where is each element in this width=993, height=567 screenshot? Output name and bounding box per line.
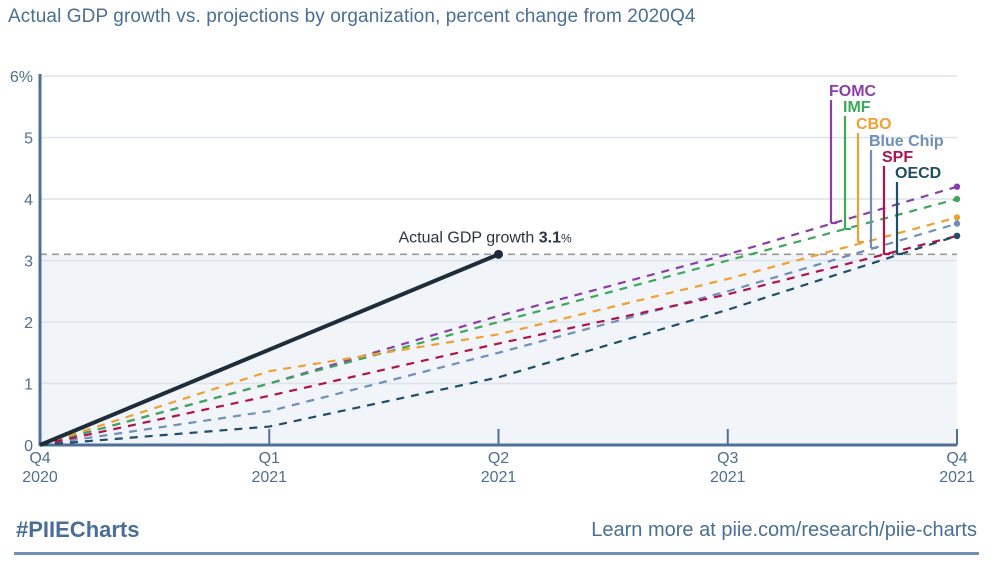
x-tick-label-quarter: Q2 [488,450,509,467]
y-tick-label: 3 [24,254,33,271]
series-line-cbo [39,216,958,447]
legend-label-imf: IMF [843,99,871,116]
chart-title: Actual GDP growth vs. projections by org… [8,6,696,27]
y-tick-label: 6% [10,69,33,86]
x-tick-label-quarter: Q1 [259,450,280,467]
actual-gdp-endpoint [494,249,503,259]
series-line-oecd [39,234,958,447]
series-line-blue-chip [39,222,958,447]
actual-gdp-annotation: Actual GDP growth 3.1% [399,229,572,246]
y-tick-label: 1 [24,377,33,394]
x-tick-label-quarter: Q4 [29,450,50,467]
y-tick-label: 5 [24,131,33,148]
legend-label-oecd: OECD [895,165,941,182]
x-tick-label-year: 2021 [251,469,287,486]
chart: 0 1 2 3 4 5 6% Q4 2020 Q1 2021 Q2 2021 Q3 2021 Q4 2021 A… [10,69,975,486]
series-endpoint-fomc [953,183,961,190]
footer-link[interactable]: Learn more at piie.com/research/piie-cha… [591,519,977,541]
y-tick-label: 0 [24,438,33,455]
annotation-label: Actual GDP growth [399,229,539,246]
x-tick-label-year: 2021 [710,469,746,486]
annotation-value: 3.1 [539,229,561,246]
legend-label-cbo: CBO [856,116,892,133]
y-tick-label: 2 [24,315,33,332]
x-tick-label-year: 2020 [22,469,58,486]
series-endpoint-imf [953,195,961,203]
series-endpoint-cbo [953,214,961,221]
x-tick-label-quarter: Q3 [717,450,738,467]
actual-gdp-line [39,252,500,447]
x-tick-label-quarter: Q4 [946,450,967,467]
series-endpoint-oecd [953,232,961,240]
annotation-unit: % [561,231,572,245]
y-tick-label: 4 [24,192,33,209]
x-tick-label-year: 2021 [939,469,975,486]
series-endpoint-blue-chip [953,220,961,227]
legend-label-spf: SPF [882,149,913,166]
x-tick-label-year: 2021 [481,469,517,486]
legend-label-blue-chip: Blue Chip [869,133,944,150]
footer-hashtag: #PIIECharts [16,517,140,542]
footer-divider [14,552,979,555]
series-line-spf [39,234,958,447]
legend-label-fomc: FOMC [829,83,877,100]
